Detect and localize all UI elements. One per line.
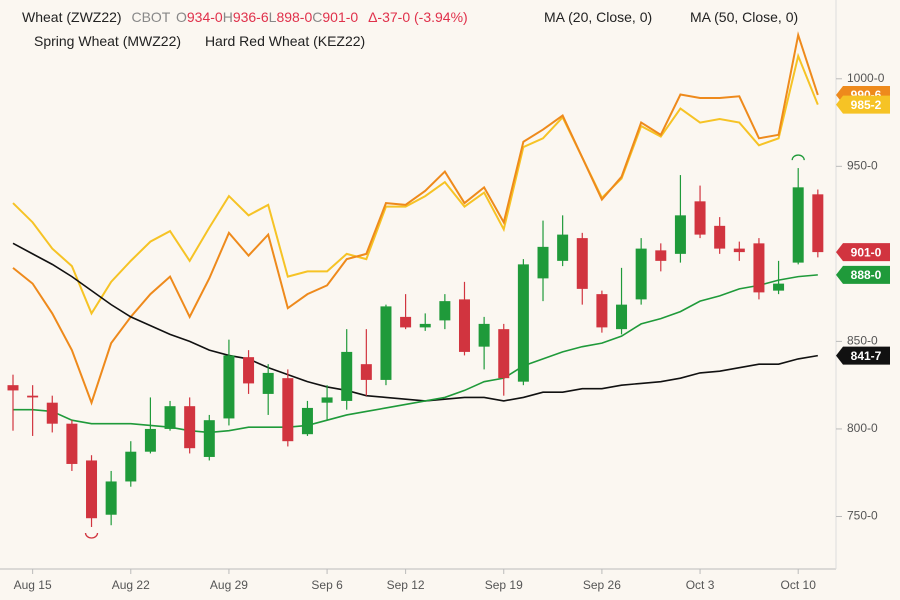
price-tag-label: 901-0 <box>851 245 882 259</box>
legend-hrw: Hard Red Wheat (KEZ22) <box>204 33 366 49</box>
candle-body <box>400 316 412 328</box>
candle-body <box>478 323 490 347</box>
candle-body <box>576 238 588 289</box>
x-tick-label: Sep 19 <box>485 578 523 592</box>
ohlc-letter: H <box>222 9 233 25</box>
candle-body <box>498 329 510 379</box>
overlay-line <box>12 52 819 316</box>
y-tick-label: 1000-0 <box>847 71 885 85</box>
symbol: Wheat (ZWZ22) <box>22 9 122 25</box>
candle-body <box>674 215 686 254</box>
x-tick-label: Aug 22 <box>112 578 150 592</box>
price-tag <box>836 243 890 262</box>
x-tick-label: Aug 29 <box>210 578 248 592</box>
candle-body <box>46 402 58 424</box>
candle-body <box>596 294 608 328</box>
low-marker <box>84 532 99 539</box>
candle-body <box>753 243 765 293</box>
y-tick-label: 750-0 <box>847 509 878 523</box>
candle-body <box>66 423 78 464</box>
price-tag-label: 985-2 <box>851 98 882 112</box>
ohlc: O934-0H936-6L898-0C901-0 <box>176 9 358 25</box>
candle-body <box>655 250 667 261</box>
x-tick-label: Sep 12 <box>387 578 425 592</box>
x-tick-label: Oct 3 <box>686 578 715 592</box>
candle-body <box>557 234 569 261</box>
candle-body <box>184 406 196 449</box>
ohlc-value: 936-6 <box>232 9 269 25</box>
price-tag-label: 841-7 <box>851 349 882 363</box>
change: Δ-37-0 (-3.94%) <box>368 9 468 25</box>
y-tick-label: 800-0 <box>847 421 878 435</box>
candle-body <box>262 372 274 394</box>
ohlc-letter: L <box>268 9 277 25</box>
price-tag <box>836 346 890 365</box>
exchange: CBOT <box>131 9 171 25</box>
candle-body <box>86 460 98 519</box>
candle-body <box>7 385 19 391</box>
overlay-line <box>13 274 818 434</box>
candle-body <box>321 397 333 403</box>
overlay-line <box>12 31 819 406</box>
candle-body <box>773 283 785 291</box>
candle-body <box>282 378 294 442</box>
x-tick-label: Sep 26 <box>583 578 621 592</box>
candle-body <box>635 248 647 300</box>
ohlc-value: 898-0 <box>276 9 313 25</box>
candle-body <box>458 299 470 352</box>
price-tag <box>836 95 890 114</box>
x-tick-label: Aug 15 <box>14 578 52 592</box>
candle-body <box>125 451 137 482</box>
candle-body <box>439 301 451 321</box>
overlay-line <box>12 242 818 402</box>
legend-spring: Spring Wheat (MWZ22) <box>34 33 182 49</box>
ohlc-value: 934-0 <box>186 9 223 25</box>
candle-body <box>380 306 392 380</box>
candle-body <box>537 246 549 279</box>
candle-body <box>203 420 215 457</box>
candle-body <box>714 225 726 249</box>
candle-body <box>27 395 39 398</box>
candle-body <box>341 351 353 401</box>
candle-body <box>243 357 255 384</box>
price-tag-label: 888-0 <box>851 268 882 282</box>
candle-body <box>301 407 313 435</box>
candle-body <box>733 248 745 253</box>
ohlc-letter: C <box>312 9 323 25</box>
candle-body <box>164 406 176 429</box>
legend-row: Spring Wheat (MWZ22) Hard Red Wheat (KEZ… <box>34 33 371 49</box>
y-tick-label: 850-0 <box>847 334 878 348</box>
candle-body <box>223 355 235 419</box>
ohlc-letter: O <box>176 9 187 25</box>
candle-body <box>812 194 824 253</box>
x-tick-label: Oct 10 <box>781 578 817 592</box>
candle-body <box>144 428 156 452</box>
candle-body <box>360 364 372 380</box>
high-marker <box>791 154 805 161</box>
legend-ma50: MA (50, Close, 0) <box>690 9 799 25</box>
candle-body <box>105 481 117 515</box>
candle-body <box>419 323 431 328</box>
candle-body <box>616 304 628 330</box>
candle-body <box>694 201 706 235</box>
header: Wheat (ZWZ22) CBOT O934-0H936-6L898-0C90… <box>22 9 798 25</box>
x-tick-label: Sep 6 <box>311 578 343 592</box>
price-tag <box>836 265 890 284</box>
y-tick-label: 950-0 <box>847 158 878 172</box>
candle-body <box>517 264 529 382</box>
ohlc-value: 901-0 <box>322 9 359 25</box>
candle-body <box>792 187 804 263</box>
legend-ma20: MA (20, Close, 0) <box>544 9 653 25</box>
